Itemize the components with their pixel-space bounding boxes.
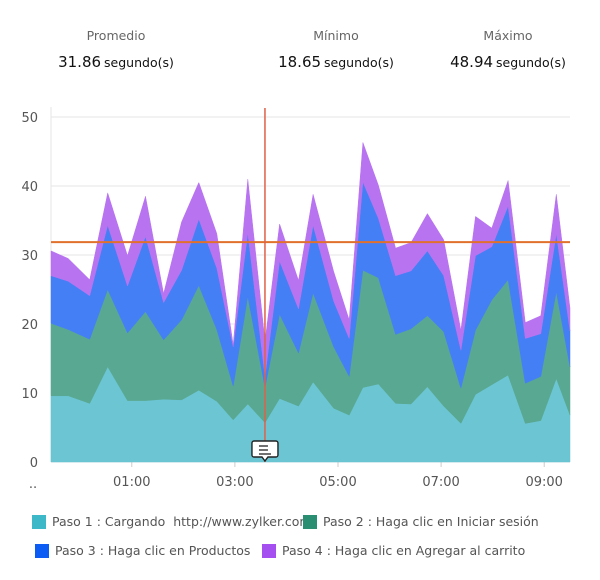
- legend-item-step-3[interactable]: Paso 3 : Haga clic en Productos: [35, 543, 250, 558]
- legend-swatch-step-4: [262, 543, 276, 558]
- x-tick-label: 09:00: [525, 475, 562, 490]
- stat-maximum: Máximo 48.94 segundo(s): [418, 28, 598, 71]
- stat-maximum-value: 48.94: [450, 53, 494, 71]
- legend-swatch-step-3: [35, 543, 49, 558]
- legend-label-step-1: Paso 1 : Cargando http://www.zylker.com/: [52, 514, 316, 529]
- y-tick-label: 40: [21, 180, 38, 195]
- x-tick-label: 05:00: [319, 475, 356, 490]
- stat-average-label: Promedio: [86, 28, 146, 43]
- stat-minimum-label: Mínimo: [313, 28, 359, 43]
- stat-average-unit: segundo(s): [104, 55, 174, 70]
- y-tick-label: 50: [21, 111, 38, 126]
- x-tick-label: 07:00: [422, 475, 459, 490]
- stat-maximum-unit: segundo(s): [496, 55, 566, 70]
- stat-maximum-label: Máximo: [483, 28, 533, 43]
- legend-swatch-step-2: [303, 514, 317, 529]
- stat-minimum-value: 18.65: [278, 53, 322, 71]
- stacked-area-chart[interactable]: 0 10 20 30 40 50.. 01:00 03:00 05:00 07:00 09:00: [0, 0, 600, 500]
- legend-item-step-1[interactable]: Paso 1 : Cargando http://www.zylker.com/: [32, 514, 316, 529]
- stat-minimum-unit: segundo(s): [324, 55, 394, 70]
- comment-bubble: [251, 440, 279, 463]
- stat-average-value: 31.86: [58, 53, 102, 71]
- legend-swatch-step-1: [32, 514, 46, 529]
- legend-item-step-4[interactable]: Paso 4 : Haga clic en Agregar al carrito: [262, 543, 525, 558]
- x-tick-label: 03:00: [216, 475, 253, 490]
- y-tick-label: 10: [21, 387, 38, 402]
- legend-label-step-4: Paso 4 : Haga clic en Agregar al carrito: [282, 543, 526, 558]
- legend-item-step-2[interactable]: Paso 2 : Haga clic en Iniciar sesión: [303, 514, 539, 529]
- legend-label-step-2: Paso 2 : Haga clic en Iniciar sesión: [323, 514, 539, 529]
- y-tick-label: 0: [30, 456, 38, 471]
- x-tick-label: ..: [29, 477, 37, 492]
- legend-label-step-3: Paso 3 : Haga clic en Productos: [55, 543, 251, 558]
- area-series-step-4[interactable]: [50, 142, 571, 377]
- y-tick-label: 20: [21, 318, 38, 333]
- x-tick-label: 01:00: [113, 475, 150, 490]
- stat-minimum: Mínimo 18.65 segundo(s): [246, 28, 426, 71]
- stat-average: Promedio 31.86 segundo(s): [26, 28, 206, 71]
- y-tick-label: 30: [21, 249, 38, 264]
- comment-icon[interactable]: [251, 440, 279, 463]
